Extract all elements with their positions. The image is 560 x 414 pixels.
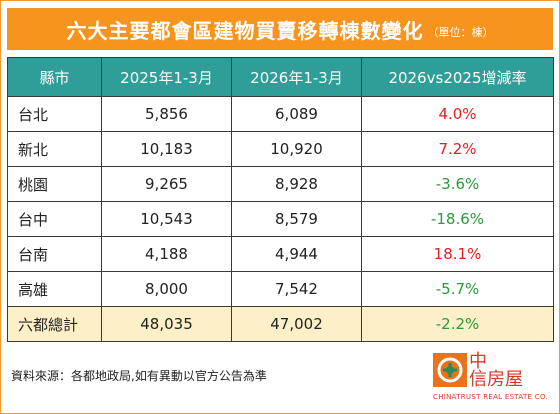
col-header-2026: 2026年1-3月 [231,57,362,97]
data-table: 縣市 2025年1-3月 2026年1-3月 2026vs2025增減率 台北 5… [7,57,554,342]
cell-region: 新北 [7,131,102,167]
table-row: 台北 5,856 6,089 4.0% [7,96,554,132]
table-row: 台中 10,543 8,579 -18.6% [7,201,554,237]
cell-2025: 10,543 [101,201,232,237]
cell-2025: 5,856 [101,96,232,132]
cell-2025: 4,188 [101,236,232,272]
total-row: 六都總計 48,035 47,002 -2.2% [7,306,554,342]
cell-region: 六都總計 [7,306,102,342]
cell-2025: 10,183 [101,131,232,167]
cell-2026: 8,579 [231,201,362,237]
table-row: 台南 4,188 4,944 18.1% [7,236,554,272]
cell-rate: 4.0% [361,96,554,132]
chinatrust-logo-icon [433,353,467,387]
cell-2025: 9,265 [101,166,232,202]
cell-2026: 6,089 [231,96,362,132]
cell-2026: 7,542 [231,271,362,307]
cell-2025: 8,000 [101,271,232,307]
cell-rate: -2.2% [361,306,554,342]
cell-region: 桃園 [7,166,102,202]
logo-text-line2: 信房屋 [469,369,523,390]
col-header-2025: 2025年1-3月 [101,57,232,97]
cell-region: 台北 [7,96,102,132]
header-row: 縣市 2025年1-3月 2026年1-3月 2026vs2025增減率 [7,57,554,97]
cell-rate: -5.7% [361,271,554,307]
cell-rate: 7.2% [361,131,554,167]
col-header-region: 縣市 [7,57,102,97]
table-row: 新北 10,183 10,920 7.2% [7,131,554,167]
cell-rate: 18.1% [361,236,554,272]
chart-title: 六大主要都會區建物買賣移轉棟數變化 [66,18,424,43]
title-bar: 六大主要都會區建物買賣移轉棟數變化 （單位：棟） [7,8,553,50]
cell-region: 高雄 [7,271,102,307]
cell-2026: 10,920 [231,131,362,167]
logo-text-en: CHINATRUST REAL ESTATE CO. [433,393,549,401]
source-note: 資料來源：各都地政局,如有異動以官方公告為準 [11,369,267,383]
cell-2026: 4,944 [231,236,362,272]
cell-2025: 48,035 [101,306,232,342]
cell-region: 台南 [7,236,102,272]
cell-rate: -3.6% [361,166,554,202]
cell-2026: 47,002 [231,306,362,342]
unit-label: （單位：棟） [427,26,494,39]
chinatrust-logo: 中 信房屋 CHINATRUST REAL ESTATE CO. [433,353,551,407]
cell-2026: 8,928 [231,166,362,202]
table-row: 高雄 8,000 7,542 -5.7% [7,271,554,307]
table-row: 桃園 9,265 8,928 -3.6% [7,166,554,202]
col-header-rate: 2026vs2025增減率 [361,57,554,97]
cell-region: 台中 [7,201,102,237]
cell-rate: -18.6% [361,201,554,237]
logo-text-line1: 中 [469,351,487,372]
table-body: 台北 5,856 6,089 4.0% 新北 10,183 10,920 7.2% 桃園 9,26… [7,96,554,342]
